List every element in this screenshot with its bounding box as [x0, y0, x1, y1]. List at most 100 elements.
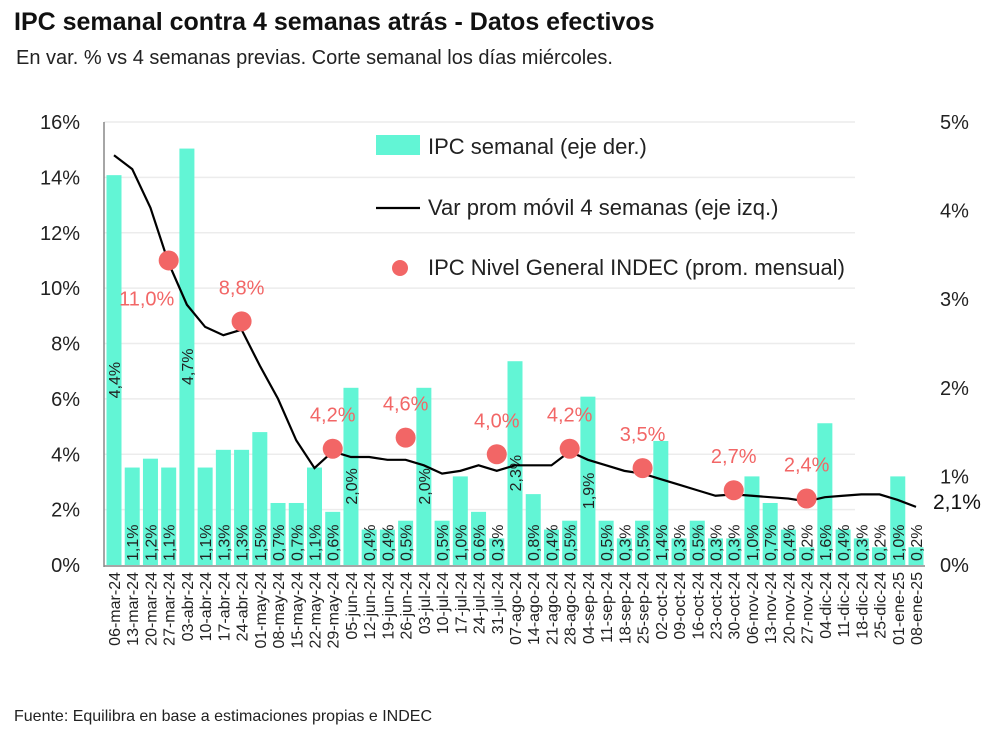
moving-average-line	[113, 154, 917, 508]
indec-dot	[723, 480, 744, 501]
bar	[689, 520, 705, 565]
x-tick-label: 10-abr-24	[198, 572, 215, 641]
bar-label: 4,4%	[107, 362, 124, 398]
x-tick-label: 04-sep-24	[581, 572, 598, 644]
right-tick-label: 0%	[940, 555, 969, 577]
bar-label: 1,9%	[581, 473, 598, 509]
left-tick-label: 2%	[51, 500, 80, 522]
x-tick-label: 15-may-24	[289, 572, 306, 649]
bar-label: 0,4%	[544, 525, 561, 561]
bar-label: 0,8%	[526, 525, 543, 561]
legend-bar-swatch	[376, 135, 420, 155]
bar	[416, 387, 432, 565]
x-tick-label: 01-may-24	[253, 572, 270, 649]
bar	[525, 494, 541, 565]
bar-label: 1,0%	[453, 525, 470, 561]
left-tick-label: 14%	[40, 167, 80, 189]
x-tick-label: 09-oct-24	[672, 572, 689, 640]
bar-label: 0,5%	[599, 525, 616, 561]
bar	[708, 538, 723, 565]
legend-line-label: Var prom móvil 4 semanas (eje izq.)	[428, 195, 779, 220]
right-tick-label: 4%	[940, 201, 969, 223]
x-tick-label: 05-jun-24	[344, 572, 361, 640]
x-tick-label: 12-jun-24	[362, 572, 379, 640]
x-tick-label: 08-may-24	[271, 572, 288, 649]
bar	[361, 529, 377, 565]
x-tick-label: 01-ene-25	[891, 572, 908, 645]
indec-label: 2,7%	[711, 446, 757, 468]
bar-label: 0,3%	[854, 525, 871, 561]
bar-label: 0,7%	[271, 525, 288, 561]
bar	[744, 476, 760, 565]
source-note: Fuente: Equilibra en base a estimaciones…	[14, 708, 432, 725]
bar	[179, 148, 195, 565]
bar	[252, 432, 268, 565]
bar	[616, 538, 632, 565]
x-tick-label: 25-dic-24	[873, 572, 890, 639]
bar-label: 1,5%	[253, 525, 270, 561]
left-tick-label: 6%	[51, 389, 80, 411]
bar-label: 0,5%	[563, 525, 580, 561]
bar-label: 1,3%	[216, 525, 233, 561]
bar-label: 0,3%	[617, 525, 634, 561]
right-tick-label: 5%	[940, 112, 969, 134]
x-tick-label: 29-may-24	[326, 572, 343, 649]
x-tick-label: 06-mar-24	[107, 572, 124, 646]
x-tick-label: 22-may-24	[308, 572, 325, 649]
bar	[398, 520, 414, 565]
indec-label: 2,4%	[784, 455, 830, 477]
bar-label: 0,4%	[362, 525, 379, 561]
bar	[853, 538, 869, 565]
bar-label: 0,7%	[763, 525, 780, 561]
bar-label: 1,2%	[143, 525, 160, 561]
left-tick-label: 0%	[51, 555, 80, 577]
bar-label: 1,1%	[125, 525, 142, 561]
x-tick-label: 27-nov-24	[800, 572, 817, 644]
right-tick-label: 2%	[940, 378, 969, 400]
bar	[106, 175, 122, 565]
bar-label: 1,0%	[745, 525, 762, 561]
bar-label: 0,2%	[873, 525, 890, 561]
x-tick-label: 19-jun-24	[380, 572, 397, 640]
indec-dot	[632, 458, 653, 479]
bar	[726, 538, 742, 565]
x-tick-label: 10-jul-24	[435, 572, 452, 634]
right-tick-label: 3%	[940, 289, 969, 311]
indec-dot	[796, 488, 817, 509]
bar-label: 0,5%	[636, 525, 653, 561]
x-tick-label: 04-dic-24	[818, 572, 835, 639]
indec-dot	[158, 250, 179, 271]
bar-label: 2,0%	[417, 468, 434, 504]
bar-label: 0,3%	[709, 525, 726, 561]
bar-label: 1,1%	[308, 525, 325, 561]
bar-label: 0,2%	[909, 525, 926, 561]
indec-label: 4,2%	[547, 405, 593, 427]
x-tick-label: 31-jul-24	[490, 572, 507, 634]
bar-label: 0,5%	[690, 525, 707, 561]
bar	[270, 502, 286, 565]
bar-label: 0,4%	[380, 525, 397, 561]
x-tick-label: 03-abr-24	[180, 572, 197, 641]
bar	[343, 387, 359, 565]
x-tick-label: 18-sep-24	[617, 572, 634, 644]
bar	[434, 520, 450, 565]
bar	[817, 423, 833, 565]
x-tick-label: 14-ago-24	[526, 572, 543, 645]
x-tick-label: 27-mar-24	[162, 572, 179, 646]
x-tick-label: 02-oct-24	[654, 572, 671, 640]
chart-title: IPC semanal contra 4 semanas atrás - Dat…	[14, 8, 655, 36]
x-tick-label: 23-oct-24	[709, 572, 726, 640]
x-tick-label: 13-nov-24	[763, 572, 780, 644]
bar-label: 0,4%	[836, 525, 853, 561]
bar	[379, 529, 395, 565]
bar	[598, 520, 614, 565]
bar	[124, 467, 140, 565]
x-tick-label: 11-dic-24	[836, 572, 853, 638]
x-tick-label: 07-ago-24	[508, 572, 525, 645]
indec-dot	[322, 438, 343, 459]
bar-label: 0,7%	[289, 525, 306, 561]
bar-label: 1,1%	[198, 525, 215, 561]
bar-label: 2,0%	[344, 468, 361, 504]
indec-label: 8,8%	[219, 277, 265, 299]
bar-label: 4,7%	[180, 349, 197, 385]
